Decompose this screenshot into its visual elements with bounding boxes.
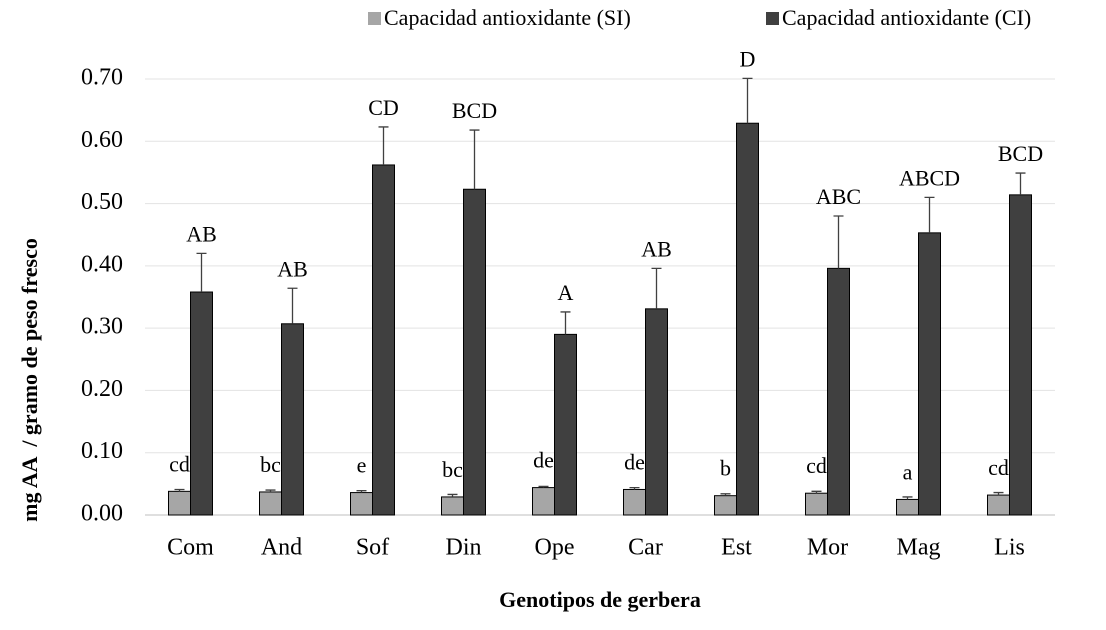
y-tick-label: 0.70 [81,65,123,91]
error-bar [924,196,935,233]
bar [1009,194,1032,516]
error-bar [287,287,298,324]
x-tick-label: Est [721,535,752,561]
error-bar [651,267,662,309]
bar [645,308,668,516]
y-tick-label: 0.10 [81,438,123,464]
error-bar [629,486,640,490]
error-bar [993,491,1004,496]
bar [463,188,486,516]
bar [805,492,828,516]
annotation: AB [186,221,217,246]
annotation: AB [277,256,308,281]
x-tick-label: Sof [356,535,389,561]
annotation: ABC [816,184,861,209]
y-axis-title: mg AA / gramo de peso fresco [17,238,42,522]
error-bar [720,493,731,496]
error-bar [742,77,753,124]
annotation: a [903,459,913,484]
bar [441,496,464,516]
legend-label: Capacidad antioxidante (SI) [384,5,631,30]
bar [168,490,191,516]
y-tick-label: 0.30 [81,314,123,340]
annotation: bc [442,457,463,482]
error-bar [469,129,480,190]
error-bar [174,488,185,492]
x-tick-label: And [261,535,302,561]
x-axis-title: Genotipos de gerbera [499,587,701,612]
annotation: A [558,280,574,305]
error-bar [833,215,844,269]
legend-label: Capacidad antioxidante (CI) [782,5,1031,30]
bar [987,494,1010,516]
x-tick-label: Mor [807,535,848,561]
annotation: cd [988,455,1009,480]
y-tick-label: 0.00 [81,501,123,527]
annotation: BCD [452,98,497,123]
error-bar [265,489,276,492]
annotation: de [533,448,554,473]
annotation: b [720,456,731,481]
x-tick-label: Lis [994,535,1025,561]
bar [623,488,646,516]
bar [259,491,282,516]
annotation: de [624,450,645,475]
bar [372,164,395,516]
x-tick-label: Com [167,535,214,561]
y-tick-label: 0.60 [81,127,123,153]
error-bar [811,490,822,494]
error-bar [1015,172,1026,195]
annotation: BCD [998,141,1043,166]
y-tick-label: 0.40 [81,251,123,277]
x-tick-label: Mag [897,535,941,561]
annotation: AB [641,236,672,261]
legend-swatch [368,12,381,25]
bar [714,495,737,516]
error-bar [447,493,458,497]
error-bar [538,485,549,488]
x-tick-label: Car [628,535,663,561]
y-tick-label: 0.50 [81,189,123,215]
annotation: ABCD [899,165,960,190]
error-bar [560,311,571,335]
bar [918,232,941,516]
annotation: bc [260,452,281,477]
y-tick-label: 0.20 [81,376,123,402]
bar [532,487,555,516]
annotation: cd [806,453,827,478]
error-bar [902,496,913,500]
annotation: D [740,46,756,71]
error-bar [378,126,389,165]
bar [190,291,213,516]
legend-swatch [766,12,779,25]
annotation: CD [368,95,399,120]
bar [827,267,850,516]
annotation: cd [169,451,190,476]
x-tick-label: Ope [535,535,575,561]
x-tick-label: Din [446,535,482,561]
bar [896,498,919,516]
bar [281,323,304,516]
bar [554,333,577,516]
error-bar [196,252,207,293]
annotation: e [357,453,367,478]
bar [736,122,759,516]
error-bar [356,490,367,493]
bar [350,492,373,516]
